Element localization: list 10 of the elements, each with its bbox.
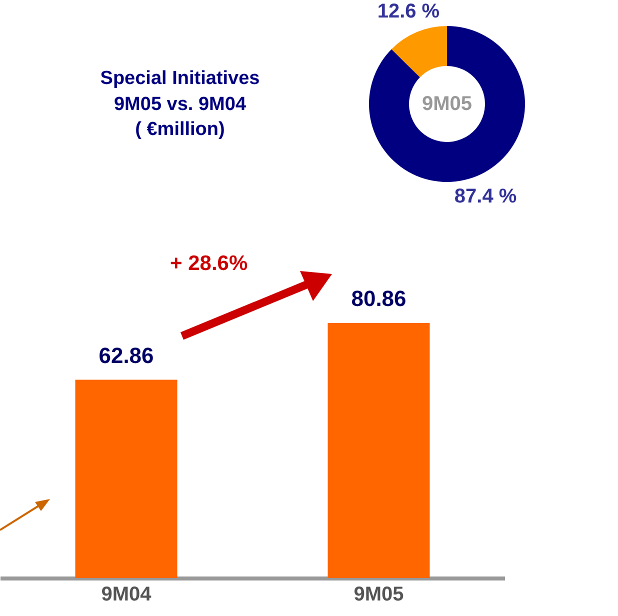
data-label: 80.86 — [351, 286, 406, 311]
data-label: 62.86 — [98, 342, 154, 368]
chart-title: Special Initiatives 9M05 vs. 9M04 ( €million) — [99, 67, 261, 142]
donut-slice — [369, 26, 525, 182]
x-tick-label: 9M04 — [101, 584, 152, 606]
text: + 28.6% — [170, 252, 248, 276]
donut-slice — [392, 26, 447, 78]
text: 9M05 — [422, 93, 472, 115]
data-label: 87.4 % — [454, 185, 517, 208]
data-label: 12.6 % — [377, 0, 440, 23]
